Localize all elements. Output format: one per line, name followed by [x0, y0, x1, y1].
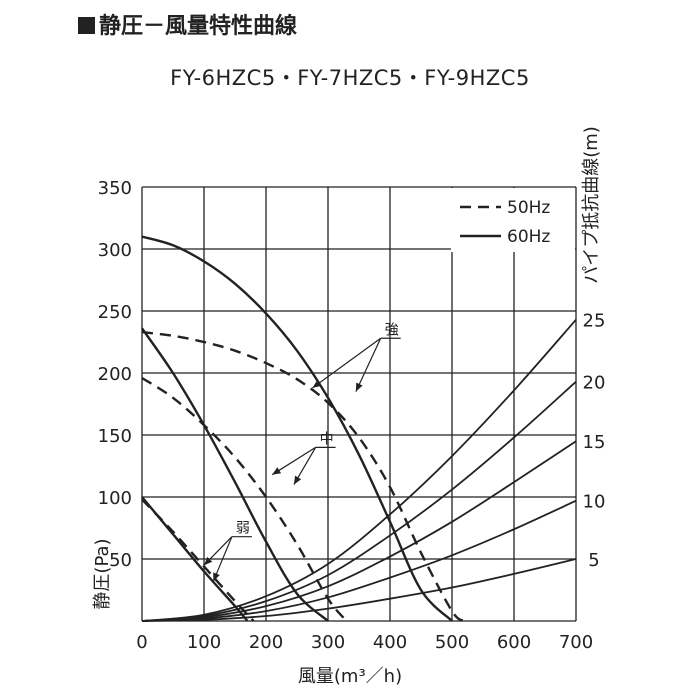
legend-entry: 50Hz: [507, 198, 550, 218]
x-tick-label: 100: [187, 632, 221, 653]
x-tick-label: 500: [435, 632, 469, 653]
x-tick-label: 200: [249, 632, 283, 653]
x-tick-label: 700: [559, 632, 593, 653]
annotation-arrowhead: [312, 380, 322, 388]
legend-box: [451, 188, 575, 252]
y-tick-label: 250: [98, 302, 132, 323]
annotation-label: 強: [385, 322, 399, 338]
tick-labels: 0 100 200 300 400 500 600 700 50 100 150 200 250 300 3…: [98, 178, 606, 653]
legend: 50Hz 60Hz: [451, 188, 575, 252]
annotation-arrowhead: [272, 467, 282, 475]
annotations: 強中弱: [203, 322, 401, 582]
y-tick-label: 300: [98, 240, 132, 261]
right-tick-label: 20: [583, 373, 606, 394]
model-title: FY-6HZC5・FY-7HZC5・FY-9HZC5: [170, 66, 530, 90]
fan-curve: [141, 235, 453, 622]
annotation-label: 弱: [236, 521, 250, 537]
annotation-arrowhead: [204, 556, 213, 566]
y-tick-label: 150: [98, 426, 132, 447]
y-axis-label-left: 静圧(Pa): [92, 538, 113, 609]
x-axis-label: 風量(m³／h): [298, 666, 402, 687]
fan-curve: [141, 496, 249, 622]
fan-curves: [141, 235, 466, 623]
title-square-icon: [78, 17, 95, 34]
x-tick-label: 300: [311, 632, 345, 653]
pipe-resistance-curve: [141, 381, 577, 622]
y-axis-label-right: パイプ抵抗曲線(m): [581, 126, 602, 284]
annotation-leader: [355, 338, 382, 392]
y-tick-label: 350: [98, 178, 132, 199]
annotation-arrowhead: [355, 382, 363, 392]
x-tick-label: 600: [497, 632, 531, 653]
pipe-resistance-curve: [141, 499, 577, 622]
right-tick-label: 10: [583, 492, 606, 513]
section-title-text: 静圧－風量特性曲線: [99, 14, 298, 39]
fan-curve: [141, 327, 329, 622]
pipe-resistance-curve: [141, 558, 577, 622]
y-tick-label: 50: [109, 550, 132, 571]
y-tick-label: 200: [98, 364, 132, 385]
fan-curve: [141, 330, 466, 623]
x-tick-label: 400: [373, 632, 407, 653]
y-tick-label: 100: [98, 488, 132, 509]
x-tick-label: 0: [136, 632, 147, 653]
pipe-resistance-curve: [141, 440, 577, 622]
annotation-arrowhead: [213, 572, 220, 582]
fan-curve: [141, 376, 348, 622]
right-tick-label: 15: [583, 432, 606, 453]
right-tick-label: 5: [588, 550, 599, 571]
pipe-resistance-curves: [141, 319, 577, 622]
annotation-leader: [271, 446, 316, 476]
annotation-leader: [312, 337, 382, 389]
section-title: 静圧－風量特性曲線: [78, 8, 297, 40]
fan-curve: [141, 498, 255, 622]
annotation-arrowhead: [293, 475, 302, 485]
legend-entry: 60Hz: [507, 227, 550, 247]
right-tick-label: 25: [583, 311, 606, 332]
annotation-label: 中: [320, 431, 334, 447]
pipe-resistance-curve: [141, 319, 577, 622]
